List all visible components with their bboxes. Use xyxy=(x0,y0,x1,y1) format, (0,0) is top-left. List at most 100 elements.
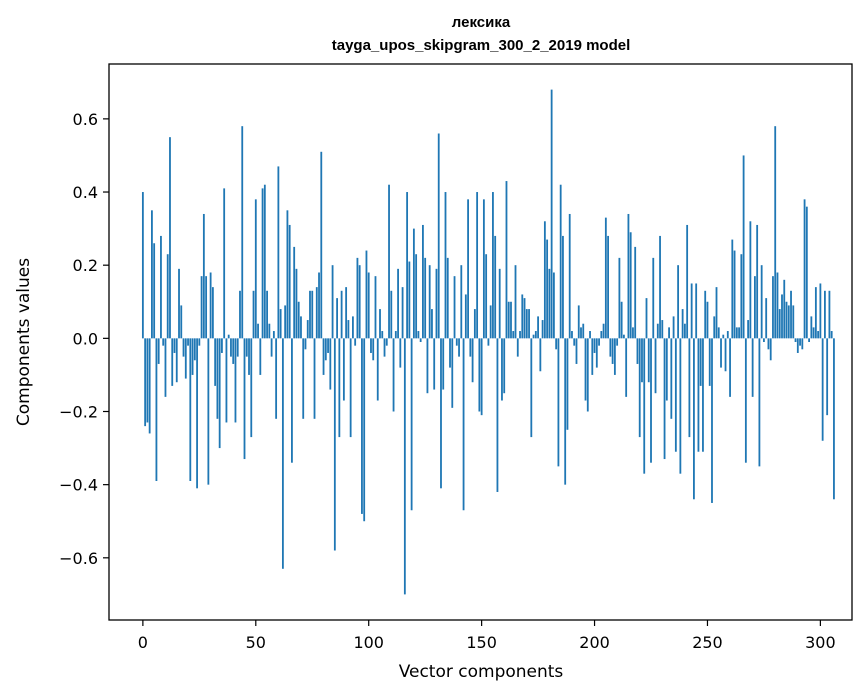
bar xyxy=(338,338,341,438)
bar xyxy=(814,287,817,339)
bar xyxy=(695,283,698,339)
bar xyxy=(385,338,388,346)
bar xyxy=(516,338,519,357)
bar xyxy=(390,290,393,339)
bar xyxy=(778,309,781,339)
bar xyxy=(650,338,652,463)
bar xyxy=(379,309,381,339)
bar xyxy=(501,338,503,401)
bar xyxy=(566,338,569,430)
bar xyxy=(756,224,759,339)
y-tick-label: 0.6 xyxy=(73,110,98,129)
bar xyxy=(525,309,528,339)
bar xyxy=(327,338,329,353)
bar xyxy=(469,338,472,357)
bar xyxy=(198,338,201,346)
bar xyxy=(223,188,226,339)
bar xyxy=(370,338,372,353)
bar xyxy=(753,276,756,339)
bar xyxy=(187,338,189,346)
bar xyxy=(487,338,490,346)
bar xyxy=(722,334,725,339)
bar xyxy=(824,290,826,339)
bar xyxy=(724,338,727,372)
bar xyxy=(462,338,465,511)
bar xyxy=(602,323,605,339)
bar xyxy=(460,265,463,339)
bar xyxy=(740,254,743,339)
bar xyxy=(268,323,271,339)
bar xyxy=(318,272,320,339)
bar xyxy=(715,287,718,339)
bar xyxy=(250,338,253,438)
bar xyxy=(464,294,467,339)
bar xyxy=(586,338,589,412)
bar xyxy=(706,301,709,339)
y-tick-label: −0.2 xyxy=(59,403,98,422)
bar xyxy=(674,338,677,452)
bar xyxy=(636,338,639,364)
bar xyxy=(164,338,167,397)
bar xyxy=(749,221,752,339)
bar xyxy=(799,338,801,346)
bar xyxy=(537,316,539,339)
bar xyxy=(489,305,492,339)
bar xyxy=(146,338,149,423)
bar xyxy=(776,272,779,339)
bar xyxy=(306,320,309,339)
bar xyxy=(812,327,815,339)
bar xyxy=(627,213,630,339)
bar xyxy=(683,323,686,339)
bar xyxy=(424,257,427,339)
bar xyxy=(543,221,546,339)
bar xyxy=(365,250,368,339)
bar xyxy=(702,338,704,452)
bar xyxy=(808,338,810,342)
bar xyxy=(401,287,404,339)
bar xyxy=(485,254,488,339)
bar xyxy=(331,265,334,339)
bar xyxy=(315,287,318,339)
bar xyxy=(821,338,824,441)
bar xyxy=(333,338,336,551)
bar xyxy=(184,338,187,379)
bar xyxy=(458,338,460,357)
bar xyxy=(575,338,578,364)
bar xyxy=(173,338,176,353)
bar xyxy=(155,338,158,481)
bar xyxy=(236,338,239,357)
x-tick-label: 0 xyxy=(138,633,148,652)
bar xyxy=(686,224,689,339)
bar xyxy=(697,338,700,452)
bar xyxy=(410,338,413,511)
bar xyxy=(546,239,549,339)
bar xyxy=(248,338,250,375)
bar xyxy=(221,338,223,353)
bar xyxy=(688,338,691,438)
bar xyxy=(329,338,332,390)
bar xyxy=(584,338,587,401)
bar xyxy=(654,338,657,394)
bar xyxy=(699,338,702,386)
plot-frame xyxy=(108,63,853,621)
bar xyxy=(559,184,562,339)
bar xyxy=(367,272,370,339)
bar xyxy=(656,323,659,339)
bar xyxy=(272,331,275,339)
bar xyxy=(663,338,666,460)
bar xyxy=(668,327,670,339)
bar xyxy=(591,338,594,375)
bar xyxy=(785,301,788,339)
y-tick-label: 0.2 xyxy=(73,256,98,275)
x-tick-label: 100 xyxy=(353,633,384,652)
bar xyxy=(467,199,469,339)
chart-title: лексика xyxy=(452,14,511,31)
bar xyxy=(162,338,165,346)
bar xyxy=(412,228,415,339)
bar xyxy=(833,338,835,500)
bar xyxy=(320,151,323,339)
bar xyxy=(616,338,619,346)
bar xyxy=(471,338,474,383)
bar xyxy=(494,235,497,339)
bar xyxy=(609,338,612,357)
